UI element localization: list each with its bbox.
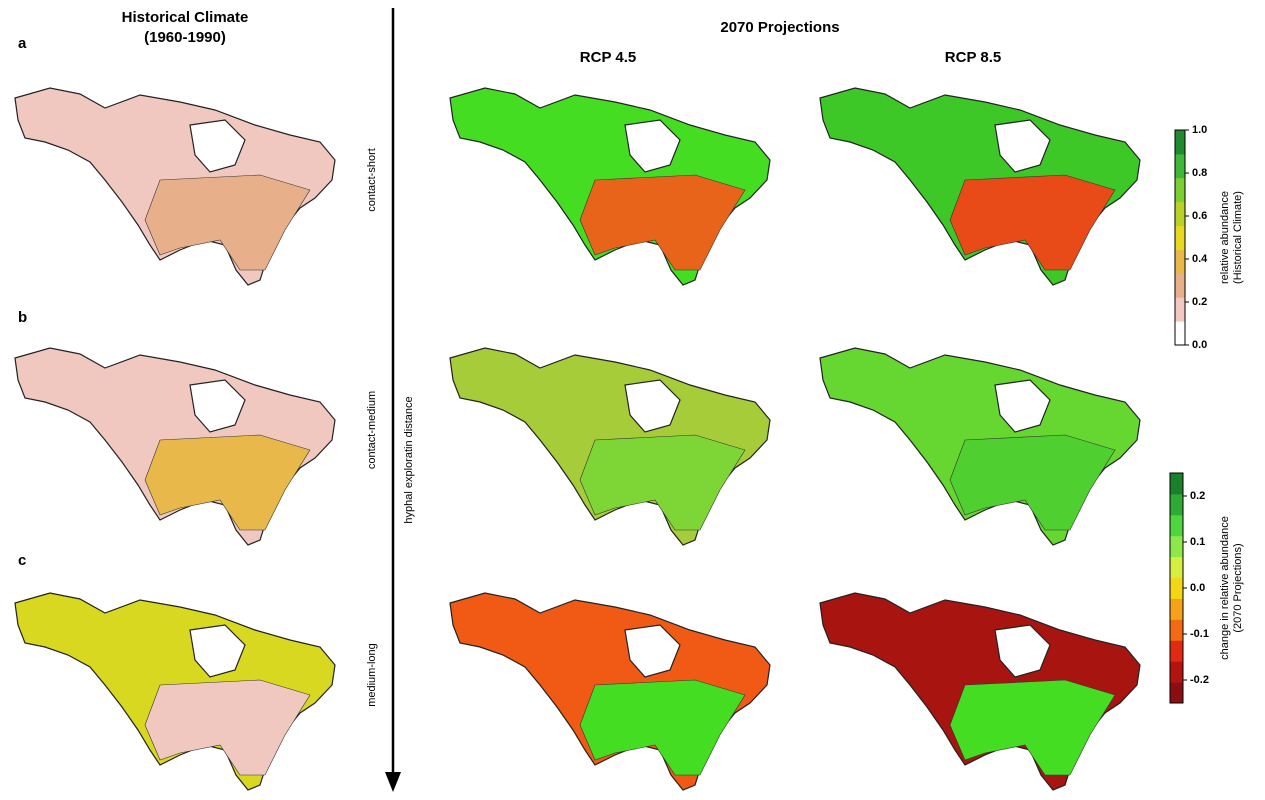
colorbar-band (1170, 577, 1183, 599)
colorbar-band (1175, 225, 1185, 250)
colorbar-band (1175, 249, 1185, 274)
tick-label: 0.2 (1190, 490, 1205, 502)
colorbar-label: change in relative abundance (1219, 516, 1231, 660)
tick-label: 0.1 (1190, 536, 1205, 548)
column-subtitle: (1960-1990) (144, 29, 226, 46)
tick-label: -0.1 (1190, 628, 1209, 640)
colorbar-band (1175, 153, 1185, 179)
colorbar-band (1170, 473, 1183, 495)
map (819, 592, 1141, 791)
axis-label: hyphal exploratin distance (403, 396, 415, 523)
map (14, 347, 336, 546)
map (14, 87, 336, 286)
column-title: 2070 Projections (720, 19, 839, 36)
tick-label: 0.2 (1192, 296, 1207, 308)
colorbar-band (1175, 201, 1185, 227)
colorbar-band (1170, 493, 1183, 516)
scenario-title: RCP 8.5 (945, 49, 1001, 66)
colorbar-band (1175, 297, 1185, 322)
colorbar-band (1175, 321, 1185, 346)
colorbar-band (1170, 535, 1183, 558)
map (819, 347, 1141, 546)
colorbar-band (1170, 661, 1183, 683)
colorbar-band (1175, 177, 1185, 203)
row-label: contact-medium (366, 391, 378, 469)
tick-label: 0.0 (1192, 339, 1207, 351)
panel-label: b (18, 309, 27, 326)
colorbar-band (1170, 640, 1183, 662)
map (819, 87, 1141, 286)
colorbar-band (1175, 273, 1185, 298)
tick-label: 0.0 (1190, 582, 1205, 594)
row-label: medium-long (366, 643, 378, 707)
colorbar-band (1170, 514, 1183, 537)
colorbar-band (1175, 130, 1185, 155)
colorbar-band (1170, 556, 1183, 579)
colorbar-band (1170, 598, 1183, 620)
scenario-title: RCP 4.5 (580, 49, 636, 66)
colorbar-label: (Historical Climate) (1232, 191, 1244, 284)
map (14, 592, 336, 791)
map (449, 87, 771, 286)
tick-label: 1.0 (1192, 124, 1207, 136)
colorbar-band (1170, 619, 1183, 641)
maps (14, 87, 1141, 791)
colorbar-label: (2070 Projections) (1232, 543, 1244, 632)
colorbars: 0.0 0.2 0.4 0.6 0.8 1.0 relative abundance (His… (1169, 124, 1244, 704)
colorbar-band (1170, 682, 1183, 704)
row-label: contact-short (366, 148, 378, 212)
tick-label: 0.6 (1192, 210, 1207, 222)
tick-label: -0.2 (1190, 674, 1209, 686)
tick-label: 0.4 (1192, 253, 1208, 265)
map (449, 592, 771, 791)
panel-label: a (18, 35, 27, 52)
colorbar-label: relative abundance (1219, 191, 1231, 284)
column-title: Historical Climate (122, 9, 249, 26)
tick-label: 0.8 (1192, 167, 1207, 179)
panel-label: c (18, 552, 26, 569)
arrow-head (385, 772, 401, 792)
map (449, 347, 771, 546)
colorbar-frame (1174, 129, 1186, 346)
